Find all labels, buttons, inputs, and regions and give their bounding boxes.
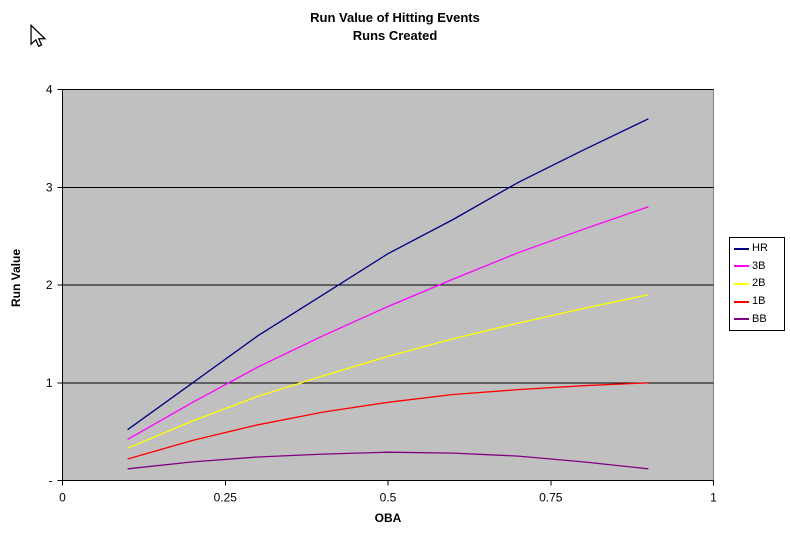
- y-tick-label: 2: [46, 278, 53, 292]
- x-tick-label: 0.25: [214, 491, 238, 505]
- legend-line-swatch: [734, 247, 749, 250]
- x-tick-label: 0.5: [380, 491, 397, 505]
- x-tick-label: 0.75: [539, 491, 563, 505]
- legend-item: 1B: [734, 294, 782, 310]
- mouse-cursor: [30, 24, 47, 48]
- chart-title-line2: Runs Created: [352, 28, 438, 43]
- legend-item: 3B: [734, 258, 782, 274]
- y-tick-label: 4: [46, 83, 53, 97]
- series-line-hr: [127, 118, 649, 431]
- legend: HR 3B 2B 1B BB: [729, 237, 785, 331]
- legend-item: 2B: [734, 276, 782, 292]
- legend-label: 2B: [752, 277, 766, 290]
- x-tick-label: 1: [710, 491, 717, 505]
- legend-item: HR: [734, 241, 782, 257]
- legend-label: 3B: [752, 259, 766, 272]
- series-line-2b: [127, 294, 649, 449]
- y-axis-title: Run Value: [9, 249, 23, 308]
- series-line-1b: [127, 382, 649, 460]
- legend-item: BB: [734, 311, 782, 327]
- x-tick-label: 0: [59, 491, 66, 505]
- legend-line-swatch: [734, 282, 749, 285]
- y-tick-label: 1: [46, 376, 53, 390]
- legend-label: 1B: [752, 295, 766, 308]
- legend-label: BB: [752, 312, 767, 325]
- y-tick-label: 3: [46, 180, 53, 194]
- chart-title: Run Value of Hitting Events Runs Created: [0, 9, 790, 45]
- y-tick-label: -: [49, 474, 53, 488]
- legend-line-swatch: [734, 300, 749, 303]
- series-line-3b: [127, 206, 649, 440]
- x-axis-title: OBA: [374, 511, 402, 525]
- legend-line-swatch: [734, 318, 749, 321]
- chart-title-line1: Run Value of Hitting Events: [310, 10, 480, 25]
- legend-line-swatch: [734, 265, 749, 268]
- series-line-bb: [127, 451, 649, 470]
- legend-label: HR: [752, 242, 768, 255]
